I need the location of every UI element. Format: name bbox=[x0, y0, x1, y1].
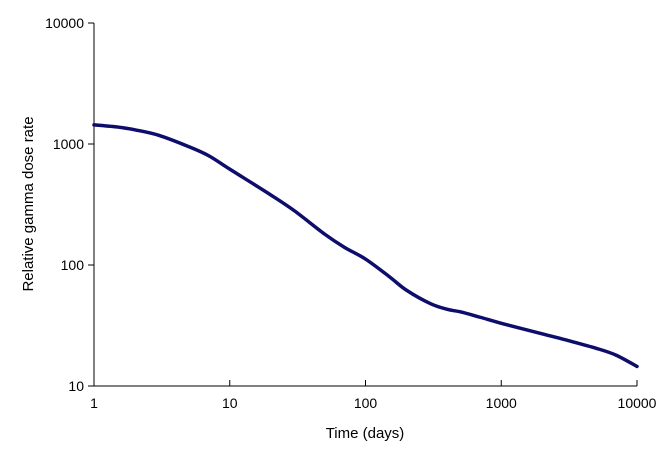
tick-labels: 1 10 100 1000 10000 10 100 1000 10000 bbox=[45, 15, 657, 411]
y-tick-label-2: 1000 bbox=[53, 136, 84, 152]
x-tick-label-4: 10000 bbox=[618, 395, 657, 411]
y-tick-label-1: 100 bbox=[61, 257, 85, 273]
x-tick-label-1: 10 bbox=[222, 395, 238, 411]
y-tick-label-0: 10 bbox=[68, 378, 84, 394]
series-layer bbox=[92, 123, 639, 369]
x-tick-label-0: 1 bbox=[90, 395, 98, 411]
axes bbox=[93, 23, 637, 387]
x-tick-label-3: 1000 bbox=[486, 395, 517, 411]
y-axis-title: Relative gamma dose rate bbox=[20, 116, 37, 291]
ticks bbox=[88, 22, 638, 387]
x-tick-label-2: 100 bbox=[354, 395, 378, 411]
series-line-0 bbox=[92, 123, 639, 369]
y-tick-label-3: 10000 bbox=[45, 15, 84, 31]
x-axis-title: Time (days) bbox=[326, 425, 405, 442]
